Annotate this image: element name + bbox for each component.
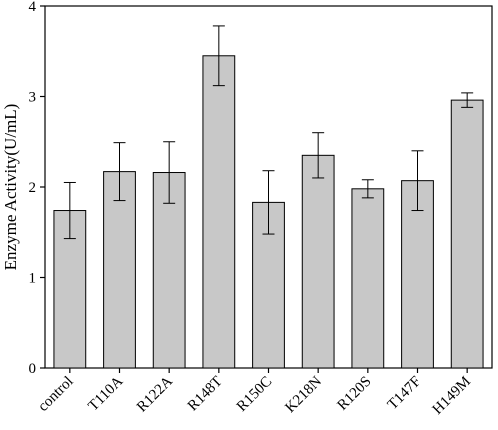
bar-k218n xyxy=(301,154,335,369)
x-axis: control T110A R122A R148T R150C K218N R120S T14… xyxy=(35,368,474,418)
x-tick-label: R150C xyxy=(234,374,275,415)
y-axis: 0 1 2 3 4 xyxy=(29,0,45,377)
x-tick-label: control xyxy=(35,374,76,415)
x-tick-label: R122A xyxy=(134,373,176,415)
y-tick-label: 0 xyxy=(29,361,37,377)
x-tick-label: R148T xyxy=(185,374,226,415)
bar-t110a xyxy=(103,171,136,369)
x-tick-label: K218N xyxy=(282,373,325,416)
bar-t147f xyxy=(401,180,434,369)
bar-r148t xyxy=(202,55,236,369)
x-tick-label: R120S xyxy=(334,374,374,414)
bar-h149m xyxy=(450,99,484,369)
x-tick-label: H149M xyxy=(430,374,474,418)
y-axis-label: Enzyme Activity(U/mL) xyxy=(1,104,20,271)
y-tick-label: 4 xyxy=(29,0,37,15)
bar-r120s xyxy=(351,188,385,369)
error-bars-layer xyxy=(63,25,474,240)
y-tick-label: 3 xyxy=(29,90,37,106)
y-tick-label: 1 xyxy=(29,271,37,287)
x-tick-label: T110A xyxy=(85,373,126,414)
x-tick-label: T147F xyxy=(385,374,425,414)
y-tick-label: 2 xyxy=(29,180,37,196)
